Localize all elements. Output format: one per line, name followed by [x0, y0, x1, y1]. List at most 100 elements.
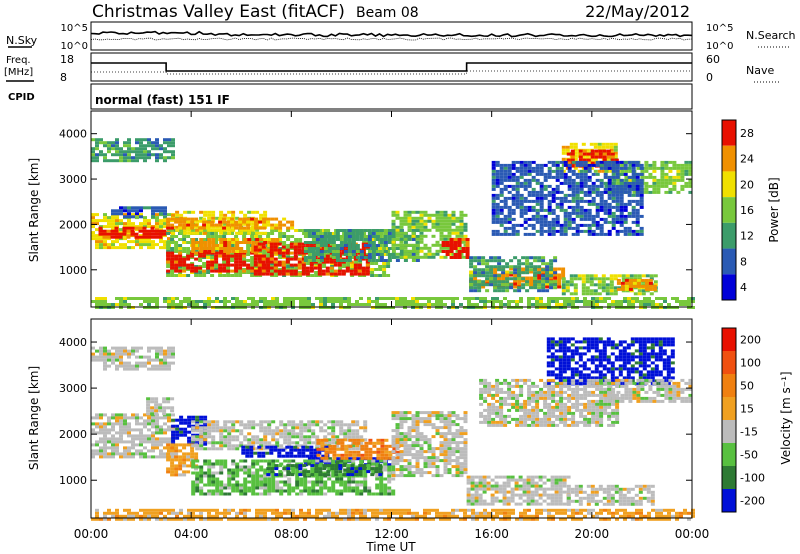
power-cell — [407, 243, 412, 247]
power-cell — [186, 223, 191, 227]
power-cell — [331, 300, 335, 303]
power-cell — [199, 250, 204, 253]
power-cell — [386, 265, 391, 268]
velocity-cell — [170, 461, 175, 465]
power-cell — [603, 175, 608, 179]
power-cell — [567, 205, 572, 209]
power-cell — [423, 243, 428, 247]
power-cell — [619, 205, 624, 209]
power-cell — [633, 277, 638, 281]
power-cell — [235, 238, 240, 241]
power-cell — [453, 238, 458, 241]
power-cell — [443, 234, 448, 238]
power-cell — [637, 277, 642, 281]
power-cell — [551, 300, 555, 303]
power-cell — [243, 231, 248, 235]
velocity-cell — [167, 361, 171, 365]
power-cell — [527, 178, 532, 182]
power-cell — [253, 263, 258, 267]
power-cell — [523, 184, 528, 188]
power-cell — [95, 144, 99, 148]
power-cell — [99, 246, 103, 250]
power-cell — [349, 272, 354, 276]
power-cell — [605, 277, 610, 281]
power-cell — [505, 270, 510, 274]
power-cell — [273, 263, 278, 267]
power-cell — [395, 210, 400, 214]
velocity-cell — [123, 422, 127, 426]
power-cell — [203, 300, 207, 303]
velocity-cell — [127, 352, 131, 356]
power-cell — [543, 187, 548, 191]
velocity-cell — [303, 429, 308, 433]
power-cell — [523, 172, 528, 176]
power-cell — [617, 274, 622, 278]
power-cell — [648, 287, 653, 291]
power-cell — [609, 274, 614, 278]
power-cell — [178, 268, 183, 271]
velocity-cell — [251, 420, 256, 424]
power-cell — [491, 184, 496, 188]
power-cell — [155, 141, 159, 145]
power-cell — [575, 187, 580, 191]
power-cell — [481, 271, 486, 275]
power-cell — [207, 238, 212, 241]
power-cell — [303, 241, 308, 244]
power-cell — [199, 247, 204, 250]
power-cell — [186, 226, 191, 230]
power-cell — [573, 148, 578, 152]
velocity-cell — [155, 455, 159, 459]
power-cell — [367, 300, 371, 303]
power-cell — [569, 142, 574, 146]
power-cell — [255, 300, 259, 303]
velocity-cell — [154, 403, 159, 407]
velocity-cell — [194, 455, 199, 459]
power-cell — [293, 257, 298, 261]
power-cell — [668, 166, 673, 170]
power-cell — [266, 263, 271, 267]
power-cell — [378, 244, 383, 247]
power-cell — [497, 262, 502, 266]
power-cell — [331, 250, 336, 253]
power-cell — [507, 214, 512, 218]
power-cell — [553, 259, 558, 263]
velocity-cell — [227, 441, 232, 445]
power-cell — [575, 226, 580, 230]
power-cell — [570, 164, 575, 168]
power-cell — [214, 232, 219, 235]
power-cell — [623, 214, 628, 218]
velocity-cell — [131, 413, 135, 417]
power-cell — [501, 283, 506, 287]
power-cell — [159, 144, 163, 148]
power-cell — [680, 169, 685, 173]
power-cell — [163, 156, 167, 160]
power-cell — [127, 225, 131, 229]
power-cell — [555, 217, 560, 221]
power-cell — [214, 257, 219, 261]
power-cell — [495, 211, 500, 215]
power-cell — [399, 225, 404, 229]
velocity-cell — [243, 423, 248, 427]
power-cell — [593, 145, 598, 149]
velocity-cell — [147, 440, 151, 444]
power-cell — [123, 215, 127, 219]
power-cell — [688, 163, 693, 167]
power-cell — [243, 303, 247, 306]
power-cell — [567, 166, 572, 170]
power-cell — [461, 250, 466, 253]
power-cell — [399, 246, 404, 250]
power-cell — [391, 210, 396, 214]
power-cell — [226, 254, 231, 258]
power-cell — [507, 208, 512, 212]
power-cell — [150, 235, 155, 239]
power-cell — [182, 235, 187, 238]
power-cell — [539, 226, 544, 230]
velocity-cell — [295, 441, 300, 445]
power-cell — [374, 247, 379, 250]
power-cell — [159, 153, 163, 157]
power-cell — [537, 286, 542, 290]
power-cell — [609, 277, 614, 281]
power-cell — [327, 300, 331, 303]
power-cell — [314, 274, 319, 277]
velocity-cell — [131, 416, 135, 420]
